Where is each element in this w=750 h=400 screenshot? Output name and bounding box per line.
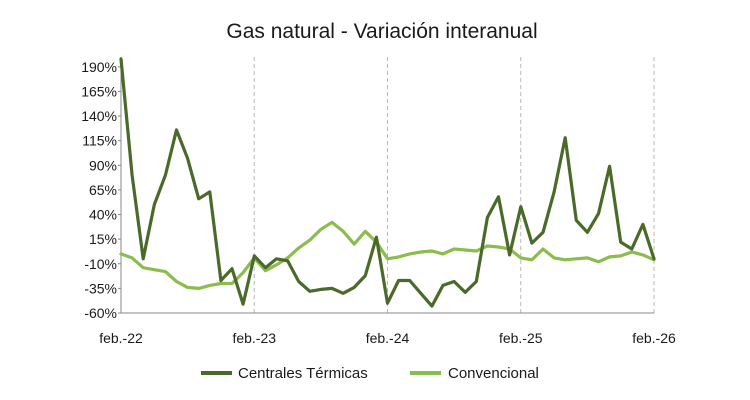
y-tick-label: 140% [81,108,117,124]
y-tick-label: 115% [82,133,117,149]
legend: Centrales Térmicas Convencional [201,365,539,382]
x-tick-labels: feb.-22 feb.-23 feb.-24 feb.-25 feb.-26 [99,330,676,346]
y-tick-label: -10% [84,256,117,272]
y-tick-label: 165% [81,83,117,99]
chart-title: Gas natural - Variación interanual [226,20,537,43]
y-tick-label: 190% [81,59,117,75]
series-lines [119,57,656,308]
series-line-centrales-t-rmicas [119,57,656,308]
x-tick-label: feb.-22 [99,330,143,346]
x-tick-label: feb.-25 [499,330,543,346]
y-tick-label: 15% [89,231,117,247]
y-tick-label: -60% [84,305,117,321]
x-tick-label: feb.-23 [232,330,276,346]
axes [118,57,654,314]
legend-item-convencional: Convencional [410,365,539,382]
x-tick-label: feb.-24 [366,330,410,346]
legend-item-centrales-termicas: Centrales Térmicas [201,365,368,382]
legend-label-centrales-termicas: Centrales Térmicas [238,365,368,382]
y-tick-labels: 190% 165% 140% 115% 90% 65% 40% 15% -10% -35% -60% [81,59,117,321]
y-tick-label: 40% [89,207,117,223]
y-tick-label: 65% [89,182,117,198]
y-tick-label: 90% [89,157,117,173]
series-line-convencional [119,220,656,290]
x-tick-label: feb.-26 [632,330,676,346]
y-tick-label: -35% [84,280,117,296]
grid [120,57,655,313]
legend-label-convencional: Convencional [448,365,539,382]
